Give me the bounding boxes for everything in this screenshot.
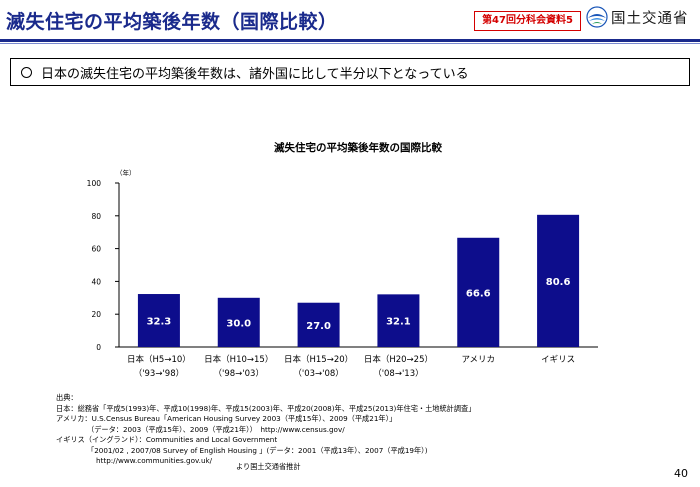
bar [297, 302, 340, 347]
x-category-sublabel: （'98→'03） [214, 368, 264, 379]
bar-value-label: 32.3 [147, 317, 172, 328]
bar [217, 297, 260, 347]
source-line-usa-data: （データ：2003（平成15年）、2009（平成21年）） http://www… [87, 424, 345, 434]
chart-title: 滅失住宅の平均築後年数の国際比較 [274, 141, 442, 154]
x-category-label: 日本（H10→15） [204, 354, 273, 365]
bar [137, 294, 180, 347]
bar-value-label: 32.1 [386, 317, 411, 328]
source-line-uk-url: http://www.communities.gov.uk/ [96, 456, 213, 465]
title-rule [0, 39, 700, 42]
x-category-label: 日本（H15→20） [284, 354, 353, 365]
x-category-sublabel: （'93→'98） [134, 368, 184, 379]
x-category-label: 日本（H5→10） [127, 354, 191, 365]
bar [537, 214, 580, 347]
x-category-label: アメリカ [461, 355, 495, 365]
y-axis-unit: （年） [116, 168, 136, 177]
x-category-sublabel: （'08→'13） [373, 368, 423, 379]
title-rule-thin [0, 43, 700, 44]
x-category-label: イギリス [541, 355, 575, 365]
ministry-logo: 国土交通省 [586, 6, 689, 28]
mlit-logo-icon [586, 6, 608, 28]
y-tick-label: 40 [91, 277, 101, 286]
y-tick-label: 80 [91, 212, 101, 221]
x-category-sublabel: （'03→'08） [293, 368, 343, 379]
bar-value-label: 66.6 [466, 288, 491, 299]
y-tick-label: 20 [91, 310, 101, 319]
bar [377, 294, 420, 347]
source-line-japan: 日本：総務省「平成5(1993)年、平成10(1998)年、平成15(2003)… [56, 403, 476, 413]
bar [457, 237, 500, 347]
bar-value-label: 80.6 [546, 277, 571, 288]
bar-value-label: 27.0 [306, 321, 331, 332]
source-line-uk: イギリス（イングランド）：Communities and Local Gover… [56, 435, 278, 444]
source-line-uk-survey: 「2001/02 , 2007/08 Survey of English Hou… [87, 445, 428, 455]
bar-value-label: 30.0 [226, 318, 251, 329]
summary-box: 日本の滅失住宅の平均築後年数は、諸外国に比して半分以下となっている [10, 58, 690, 86]
page-number: 40 [674, 467, 688, 480]
y-tick-label: 0 [96, 343, 101, 352]
page-title: 滅失住宅の平均築後年数（国際比較） [6, 11, 338, 33]
sources-block: 出典： 日本：総務省「平成5(1993)年、平成10(1998)年、平成15(2… [56, 393, 475, 467]
bar-chart: 滅失住宅の平均築後年数の国際比較 （年） 0 20 40 60 80 100 32.3 日本（H5… [87, 141, 598, 379]
summary-bullet-icon [21, 66, 32, 78]
source-line-usa: アメリカ：U.S.Census Bureau「American Housing … [56, 414, 397, 423]
ministry-name: 国土交通省 [611, 10, 689, 27]
x-category-label: 日本（H20→25） [364, 354, 433, 365]
sources-heading: 出典： [56, 393, 78, 402]
summary-text: 日本の滅失住宅の平均築後年数は、諸外国に比して半分以下となっている [41, 66, 469, 82]
estimate-note: より国土交通省推計 [236, 462, 301, 471]
session-badge: 第47回分科会資料5 [474, 11, 581, 31]
y-tick-label: 60 [91, 245, 101, 254]
y-tick-label: 100 [87, 179, 102, 188]
